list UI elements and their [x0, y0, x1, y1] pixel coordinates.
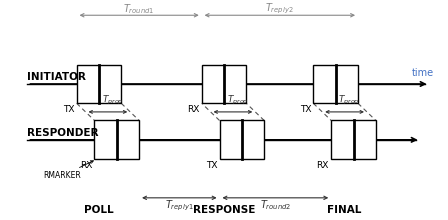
Text: TX: TX — [300, 105, 311, 114]
Text: INITIATOR: INITIATOR — [27, 72, 86, 82]
Bar — [202, 65, 246, 103]
Text: POLL: POLL — [84, 205, 114, 215]
Text: RX: RX — [187, 105, 199, 114]
Text: $T_{prop}$: $T_{prop}$ — [102, 94, 123, 106]
Text: RMARKER: RMARKER — [43, 161, 93, 180]
Bar — [220, 121, 264, 159]
Text: FINAL: FINAL — [327, 205, 362, 215]
Bar — [331, 121, 376, 159]
Text: time: time — [412, 68, 434, 77]
Text: RESPONDER: RESPONDER — [27, 128, 99, 138]
Text: RESPONSE: RESPONSE — [193, 205, 255, 215]
Text: RX: RX — [317, 161, 329, 170]
Bar — [77, 65, 121, 103]
Text: $T_{round2}$: $T_{round2}$ — [260, 198, 291, 212]
Bar — [313, 65, 358, 103]
Text: $T_{reply1}$: $T_{reply1}$ — [165, 198, 194, 213]
Text: TX: TX — [63, 105, 74, 114]
Text: $T_{reply2}$: $T_{reply2}$ — [265, 2, 294, 16]
Text: $T_{round1}$: $T_{round1}$ — [123, 2, 155, 16]
Text: $T_{prop}$: $T_{prop}$ — [227, 94, 248, 106]
Text: $T_{prop}$: $T_{prop}$ — [338, 94, 360, 106]
Text: TX: TX — [206, 161, 217, 170]
Text: RX: RX — [80, 161, 92, 170]
Bar — [95, 121, 139, 159]
